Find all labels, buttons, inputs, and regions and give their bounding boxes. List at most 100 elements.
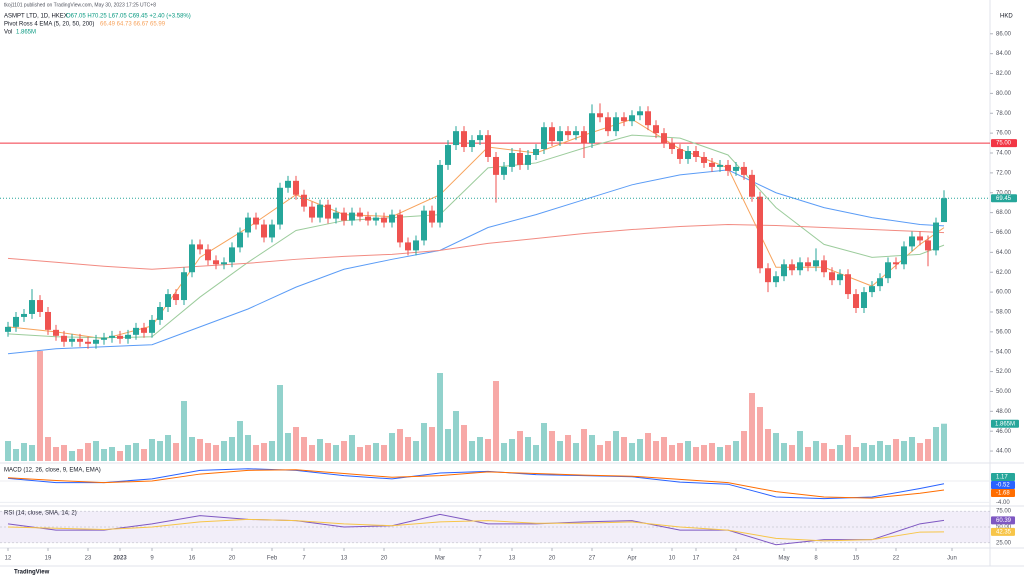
y-tick-label: 86.00 (996, 31, 1012, 37)
volume-bar (117, 451, 123, 461)
value-tag (991, 527, 1015, 536)
volume-bar (133, 443, 139, 461)
candle-body (445, 145, 451, 165)
volume-bar (757, 407, 763, 461)
volume-bar (589, 435, 595, 461)
volume-bar (629, 443, 635, 461)
candle-body (181, 272, 187, 301)
volume-bar (29, 445, 35, 461)
candle-body (349, 212, 355, 221)
volume-bar (293, 427, 299, 461)
x-tick-label: 17 (693, 556, 700, 562)
x-tick-label: 13 (341, 556, 348, 562)
x-tick-label: 7 (302, 556, 306, 562)
candle-body (125, 334, 131, 339)
volume-bar (13, 449, 19, 461)
candle-body (317, 204, 323, 218)
candle-body (669, 143, 675, 150)
candle-body (477, 135, 483, 141)
volume-bar (269, 441, 275, 461)
y-tick-label: 76.00 (996, 131, 1012, 137)
vol-text: 1.865M (16, 30, 36, 36)
candle-body (77, 338, 83, 342)
volume-bar (213, 445, 219, 461)
candle-body (413, 240, 419, 251)
candle-body (549, 127, 555, 142)
y-tick-label: 64.00 (996, 250, 1012, 256)
volume-bar (549, 431, 555, 461)
candle-body (645, 111, 651, 126)
volume-bar (301, 437, 307, 461)
x-tick-label: 2023 (113, 556, 127, 562)
candle-body (165, 294, 171, 308)
value-tag (991, 489, 1015, 497)
candle-body (5, 326, 11, 332)
candle-body (453, 131, 459, 146)
candle-body (149, 319, 155, 333)
candle-body (829, 272, 835, 281)
candle-body (693, 151, 699, 157)
candle-body (581, 131, 587, 144)
vol-title: Vol (4, 30, 12, 36)
candle-body (821, 260, 827, 273)
y-tick-label: 66.00 (996, 230, 1012, 236)
volume-bar (45, 437, 51, 461)
ema-text: 66.49 64.73 66.67 65.99 (100, 22, 166, 28)
candle-body (141, 327, 147, 333)
candle-body (101, 337, 107, 340)
x-tick-label: Mar (435, 556, 445, 562)
volume-bar (229, 437, 235, 461)
volume-bar (613, 431, 619, 461)
x-tick-label: 20 (229, 556, 236, 562)
x-tick-label: 24 (733, 556, 740, 562)
volume-bar (653, 441, 659, 461)
candle-body (197, 244, 203, 250)
ema-title: Pivot Ross 4 EMA (5, 20, 50, 200) (4, 22, 94, 28)
volume-bar (581, 429, 587, 461)
volume-bar (181, 401, 187, 461)
y-tick-label: 78.00 (996, 111, 1012, 117)
y-tick-label: 75.00 (996, 509, 1012, 515)
published-note: tkoj1101 published on TradingView.com, M… (4, 2, 156, 8)
volume-bar (189, 437, 195, 461)
volume-bar (893, 439, 899, 461)
volume-bar (429, 427, 435, 461)
volume-bar (109, 447, 115, 461)
candle-body (45, 311, 51, 330)
volume-bar (701, 445, 707, 461)
candle-body (613, 117, 619, 132)
volume-bar (685, 441, 691, 461)
x-tick-label: 10 (669, 556, 676, 562)
y-tick-label: 56.00 (996, 329, 1012, 335)
volume-bar (941, 423, 947, 461)
candle-body (565, 131, 571, 136)
candle-body (229, 247, 235, 263)
candle-body (893, 262, 899, 265)
volume-bar (469, 441, 475, 461)
volume-bar (149, 439, 155, 461)
candle-body (21, 313, 27, 317)
volume-bar (93, 441, 99, 461)
volume-bar (717, 447, 723, 461)
volume-bar (405, 437, 411, 461)
volume-bar (725, 445, 731, 461)
candle-body (653, 125, 659, 134)
y-tick-label: 68.00 (996, 210, 1012, 216)
candle-body (749, 174, 755, 197)
candle-body (373, 217, 379, 221)
candle-body (301, 194, 307, 207)
price-tag (991, 139, 1017, 148)
x-tick-label: Jun (947, 556, 957, 562)
volume-bar (141, 449, 147, 461)
volume-bar (341, 441, 347, 461)
volume-bar (621, 437, 627, 461)
candle-body (805, 262, 811, 267)
volume-bar (413, 441, 419, 461)
y-tick-label: 25.00 (996, 540, 1012, 546)
volume-bar (333, 445, 339, 461)
x-tick-label: Feb (267, 556, 278, 562)
candle-body (221, 262, 227, 265)
price-tag (991, 194, 1017, 203)
volume-bar (853, 447, 859, 461)
